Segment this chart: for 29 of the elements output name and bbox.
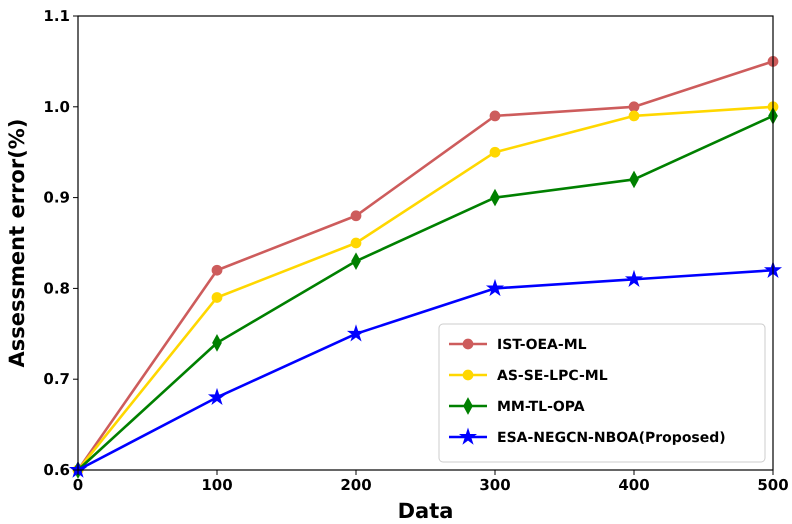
x-tick-label: 0 — [72, 476, 84, 494]
legend-label: MM-TL-OPA — [497, 399, 585, 415]
y-axis-title: Assessment error(%) — [5, 118, 29, 368]
point — [350, 238, 362, 248]
x-axis-title: Data — [398, 499, 454, 523]
x-tick-label: 500 — [757, 476, 789, 494]
point — [628, 110, 640, 122]
point — [490, 146, 500, 158]
point — [212, 264, 222, 276]
legend-label: ESA-NEGCN-NBOA(Proposed) — [497, 430, 726, 446]
point — [490, 110, 500, 122]
x-tick-label: 400 — [618, 476, 650, 494]
y-tick-label: 0.8 — [43, 279, 70, 298]
point — [208, 388, 226, 404]
legend-label: AS-SE-LPC-ML — [497, 368, 608, 384]
y-tick-label: 0.7 — [43, 370, 70, 388]
y-tick-label: 1.1 — [43, 7, 70, 25]
point — [212, 292, 222, 303]
x-tick-label: 200 — [340, 476, 372, 494]
point — [486, 280, 504, 296]
y-tick-label: 1.0 — [43, 98, 70, 116]
point — [628, 101, 640, 112]
point — [626, 270, 642, 286]
x-tick-label: 100 — [201, 476, 233, 494]
legend-label: IST-OEA-ML — [497, 337, 587, 353]
point — [350, 210, 362, 222]
y-tick-label: 0.6 — [43, 461, 70, 479]
x-tick-label: 300 — [479, 476, 511, 494]
y-tick-label: 0.9 — [43, 188, 70, 207]
